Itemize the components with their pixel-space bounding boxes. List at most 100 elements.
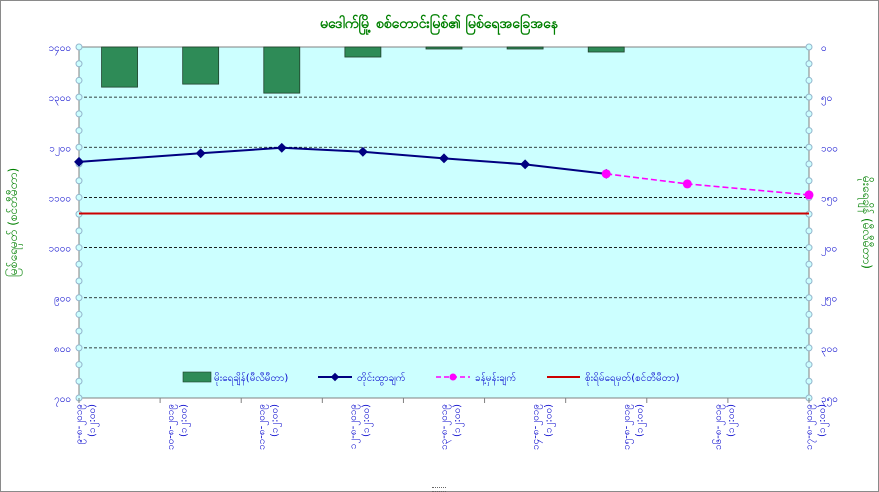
legend-label-forecast: ခန့်မှန်းချက် <box>475 371 516 386</box>
left-axis-marker <box>75 127 83 135</box>
legend-label-rainfall: မိုးရေချိန်(မီလီမီတာ) <box>214 371 288 386</box>
left-tick-label: ၈၀၀ <box>54 344 71 355</box>
category-label: ၁၀-၈-၂၀၁၉ (၁၂:၀၀) <box>165 404 191 450</box>
category-date: ၁၄-၈-၂၀၁၉ <box>530 404 543 450</box>
right-axis-marker <box>805 76 813 84</box>
category-label: ၁၇-၈-၂၀၁၉ (၁၂:၀၀) <box>804 404 830 450</box>
category-time: (၁၂:၀၀) <box>361 404 374 437</box>
left-axis-marker <box>75 76 83 84</box>
left-axis-marker <box>75 43 83 51</box>
chart-title: မဒေါက်မြို့ စစ်တောင်းမြစ်၏ မြစ်ရေအခြေအနေ <box>320 14 559 35</box>
legend-label-measured: တိုင်းထွာချက် <box>357 371 406 386</box>
right-axis-marker <box>805 93 813 101</box>
right-axis-marker <box>805 160 813 168</box>
left-axis-marker <box>75 377 83 385</box>
rainfall-bar <box>425 46 463 50</box>
rainfall-bar <box>506 46 544 50</box>
rainfall-bar <box>263 46 301 94</box>
category-time: (၁၂:၀၀) <box>87 404 100 437</box>
right-axis-marker <box>805 177 813 185</box>
category-label: ၁၂-၈-၂၀၁၉ (၁၂:၀၀) <box>348 404 374 449</box>
category-label: ၁၃-၈-၂၀၁၉ (၁၂:၀၀) <box>439 404 465 450</box>
left-tick-label: ၇၀၀ <box>54 394 71 407</box>
category-time: (၁၂:၀၀) <box>178 404 191 437</box>
legend: မိုးရေချိန်(မီလီမီတာ) တိုင်းထွာချက် ခန့်မှ… <box>182 371 680 386</box>
category-date: ၁၂-၈-၂၀၁၉ <box>348 404 361 449</box>
left-tick-label: ၁၂၀၀ <box>49 143 71 156</box>
left-axis-marker <box>75 260 83 268</box>
left-tick-label: ၁၄၀၀ <box>49 43 72 56</box>
right-tick-label: ၃၀၀ <box>821 344 838 357</box>
right-axis-marker <box>805 143 813 151</box>
left-tick-label: ၁၃၀၀ <box>49 93 72 106</box>
right-axis-marker <box>805 227 813 235</box>
right-axis-marker <box>805 277 813 285</box>
measured-point <box>195 148 206 159</box>
category-date: ၁၀-၈-၂၀၁၉ <box>165 404 178 450</box>
legend-swatch-rainfall <box>182 371 212 383</box>
right-tick-label: ၅၀ <box>821 93 832 106</box>
right-axis-marker <box>805 294 813 302</box>
category-date: ၁၃-၈-၂၀၁၉ <box>439 404 452 450</box>
rainfall-bar <box>101 46 138 88</box>
measured-point <box>520 159 531 170</box>
legend-marker-measured <box>330 372 340 382</box>
rainfall-bar <box>182 46 220 85</box>
left-axis-marker <box>75 294 83 302</box>
forecast-point <box>601 169 611 179</box>
left-axis-marker <box>75 143 83 151</box>
category-label: ၉-၈-၂၀၁၉ (၁၂:၀၀) <box>74 404 100 444</box>
measured-point <box>439 153 449 164</box>
left-axis-marker <box>75 193 83 201</box>
legend-marker-forecast <box>449 373 457 381</box>
right-axis-title: မိုးရေချိန် (မီလီမီတာ) <box>857 176 875 269</box>
right-tick-label: ၁၅၀ <box>821 193 838 206</box>
right-axis-marker <box>805 260 813 268</box>
category-label: ၁၅-၈-၂၀၁၉ (၁၂:၀၀) <box>622 404 648 450</box>
right-axis-marker <box>805 110 813 118</box>
right-tick-label: ၃၅၀ <box>821 394 838 407</box>
right-tick-label: ၂၅၀ <box>821 294 837 307</box>
category-date: ၁၇-၈-၂၀၁၉ <box>804 404 817 450</box>
right-axis-marker <box>805 344 813 352</box>
category-date: ၉-၈-၂၀၁၉ <box>74 404 87 444</box>
right-axis-marker <box>805 377 813 385</box>
left-axis-title: မြစ်ရေမှတ် (စင်တီမီတာ) <box>4 168 23 277</box>
category-time: (၁၂:၀၀) <box>817 404 830 437</box>
left-axis-marker <box>75 244 83 252</box>
left-axis-marker <box>75 310 83 318</box>
resize-grip[interactable] <box>432 487 446 492</box>
right-tick-label: ၁၀၀ <box>821 143 838 154</box>
category-time: (၁၂:၀၀) <box>635 404 648 437</box>
legend-label-warning: စိုးရိမ်ရေမှတ်(စင်တီမီတာ) <box>585 371 680 386</box>
category-label: ၁၄-၈-၂၀၁၉ (၁၂:၀၀) <box>530 404 556 450</box>
right-axis-marker <box>805 361 813 369</box>
category-date: ၁၅-၈-၂၀၁၉ <box>622 404 635 450</box>
category-label: ၁၆-၈-၂၀၁၉ (၁၂:၀၀) <box>711 404 739 450</box>
measured-point <box>74 156 84 167</box>
right-axis-marker <box>805 43 813 51</box>
left-axis-marker <box>75 60 83 68</box>
forecast-point <box>682 179 692 189</box>
right-axis-marker <box>805 244 813 252</box>
right-axis-marker <box>805 60 813 68</box>
left-axis-marker <box>75 227 83 235</box>
right-axis-marker <box>805 327 813 335</box>
category-time: (၁၂:၀၀) <box>452 404 465 437</box>
left-tick-label: ၁၀၀၀ <box>49 244 72 255</box>
left-axis-marker <box>75 344 83 352</box>
right-tick-label: ၂၀၀ <box>821 244 837 257</box>
right-tick-label: ၀ <box>821 43 827 54</box>
left-axis-marker <box>75 327 83 335</box>
rainfall-bar <box>344 46 382 58</box>
measured-point <box>276 142 287 153</box>
left-axis-marker <box>75 277 83 285</box>
right-axis-marker <box>805 127 813 135</box>
category-date: ၁၆-၈-၂၀၁၉ <box>711 404 726 450</box>
plot-area <box>78 46 810 399</box>
category-time: (၁၂:၀၀) <box>543 404 556 437</box>
forecast-point <box>804 190 814 200</box>
left-tick-label: ၁၁၀၀ <box>49 193 72 204</box>
left-axis-marker <box>75 93 83 101</box>
